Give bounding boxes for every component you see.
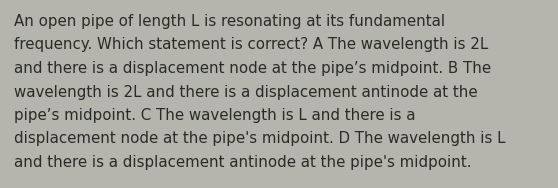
Text: wavelength is 2L and there is a displacement antinode at the: wavelength is 2L and there is a displace… (14, 84, 478, 99)
Text: and there is a displacement antinode at the pipe's midpoint.: and there is a displacement antinode at … (14, 155, 472, 170)
Text: and there is a displacement node at the pipe’s midpoint. B The: and there is a displacement node at the … (14, 61, 491, 76)
Text: displacement node at the pipe's midpoint. D The wavelength is L: displacement node at the pipe's midpoint… (14, 131, 506, 146)
Text: An open pipe of length L is resonating at its fundamental: An open pipe of length L is resonating a… (14, 14, 445, 29)
Text: frequency. Which statement is correct? A The wavelength is 2L: frequency. Which statement is correct? A… (14, 37, 488, 52)
Text: pipe’s midpoint. C The wavelength is L and there is a: pipe’s midpoint. C The wavelength is L a… (14, 108, 416, 123)
